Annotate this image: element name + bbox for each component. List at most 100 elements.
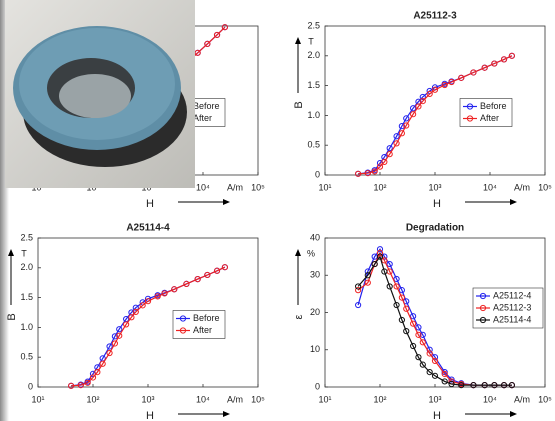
data-point bbox=[431, 357, 439, 365]
data-point bbox=[415, 103, 422, 110]
data-point bbox=[355, 287, 362, 294]
edge-shade bbox=[0, 0, 9, 421]
data-point bbox=[398, 130, 405, 137]
data-point bbox=[106, 343, 113, 350]
y-axis-unit: T bbox=[21, 248, 27, 258]
data-point bbox=[364, 279, 371, 286]
data-point bbox=[77, 382, 84, 389]
data-point bbox=[448, 376, 455, 383]
y-axis-unit: T bbox=[308, 36, 314, 46]
chart-title: A25112-3 bbox=[413, 11, 457, 22]
data-point bbox=[431, 86, 439, 93]
data-point bbox=[410, 342, 417, 350]
data-point bbox=[376, 253, 384, 260]
data-point bbox=[94, 369, 101, 376]
x-axis-label: H bbox=[146, 410, 154, 421]
data-point bbox=[403, 328, 410, 335]
x-tick-label: 10³ bbox=[428, 182, 441, 192]
data-point bbox=[470, 69, 477, 76]
legend-label: A25112-3 bbox=[493, 302, 531, 312]
data-point bbox=[481, 64, 488, 71]
data-point bbox=[128, 314, 135, 321]
data-point bbox=[355, 283, 362, 290]
y-tick-label: 1.5 bbox=[20, 292, 33, 302]
data-point bbox=[500, 56, 508, 63]
x-axis-unit: A/m bbox=[227, 182, 243, 192]
data-point bbox=[221, 24, 228, 31]
data-point bbox=[111, 333, 118, 340]
x-tick-label: 10⁵ bbox=[538, 394, 552, 404]
y-tick-label: 0 bbox=[28, 381, 33, 391]
data-point bbox=[448, 78, 455, 86]
data-point bbox=[441, 370, 448, 378]
series-line bbox=[357, 255, 512, 386]
data-point bbox=[376, 163, 384, 170]
data-point bbox=[386, 151, 393, 158]
x-tick-label: 10⁴ bbox=[196, 394, 210, 404]
data-point bbox=[221, 264, 228, 271]
photo bbox=[5, 0, 195, 188]
x-tick-label: 10² bbox=[86, 394, 99, 404]
data-point bbox=[458, 382, 465, 389]
data-point bbox=[393, 133, 400, 140]
x-tick-label: 10⁵ bbox=[538, 182, 552, 192]
x-tick-label: 10⁵ bbox=[251, 394, 265, 404]
data-point bbox=[99, 360, 106, 367]
x-tick-label: 10⁴ bbox=[483, 182, 497, 192]
data-point bbox=[426, 90, 433, 98]
x-tick-label: 10¹ bbox=[31, 394, 44, 404]
x-axis-arrowhead bbox=[223, 199, 230, 205]
data-point bbox=[364, 170, 371, 177]
legend-label: After bbox=[480, 113, 499, 123]
y-tick-label: 10 bbox=[310, 344, 320, 354]
data-point bbox=[441, 378, 448, 385]
y-tick-label: 1.0 bbox=[20, 322, 33, 332]
data-point bbox=[116, 332, 123, 339]
data-point bbox=[355, 301, 362, 309]
data-point bbox=[500, 382, 508, 389]
data-point bbox=[213, 267, 221, 274]
y-axis-label: B bbox=[6, 313, 18, 320]
data-point bbox=[84, 379, 91, 386]
legend-label: After bbox=[193, 325, 212, 335]
chart-title: Degradation bbox=[406, 223, 464, 234]
data-point bbox=[204, 40, 211, 47]
legend-marker bbox=[179, 315, 187, 322]
y-tick-label: 30 bbox=[310, 270, 320, 280]
data-point bbox=[393, 301, 400, 309]
data-point bbox=[415, 354, 422, 361]
data-point bbox=[448, 380, 455, 388]
y-axis-arrowhead bbox=[295, 37, 301, 44]
y-tick-label: 20 bbox=[310, 307, 320, 317]
data-point bbox=[441, 81, 448, 89]
x-tick-label: 10¹ bbox=[318, 394, 331, 404]
data-point bbox=[419, 331, 426, 338]
data-point bbox=[410, 320, 417, 327]
data-point bbox=[419, 361, 426, 368]
legend-marker bbox=[466, 103, 474, 110]
data-point bbox=[415, 324, 422, 331]
chart-title: A25114-4 bbox=[126, 223, 170, 234]
data-point bbox=[161, 290, 168, 297]
data-point bbox=[123, 321, 130, 328]
data-point bbox=[111, 340, 118, 347]
data-point bbox=[419, 93, 426, 101]
data-point bbox=[403, 122, 410, 129]
data-point bbox=[393, 140, 400, 147]
data-point bbox=[386, 283, 393, 290]
x-axis-arrowhead bbox=[223, 411, 230, 417]
data-point bbox=[144, 298, 152, 305]
y-tick-label: 0.5 bbox=[307, 140, 320, 150]
data-point bbox=[398, 294, 405, 301]
legend-marker bbox=[479, 304, 487, 312]
x-tick-label: 10³ bbox=[141, 394, 154, 404]
legend-label: A25112-4 bbox=[493, 290, 531, 300]
data-point bbox=[393, 283, 400, 290]
x-axis-label: H bbox=[433, 410, 441, 421]
data-point bbox=[426, 369, 433, 376]
data-point bbox=[398, 123, 405, 130]
data-point bbox=[68, 382, 75, 389]
data-point bbox=[194, 49, 201, 56]
data-point bbox=[371, 260, 378, 268]
data-point bbox=[491, 60, 498, 67]
